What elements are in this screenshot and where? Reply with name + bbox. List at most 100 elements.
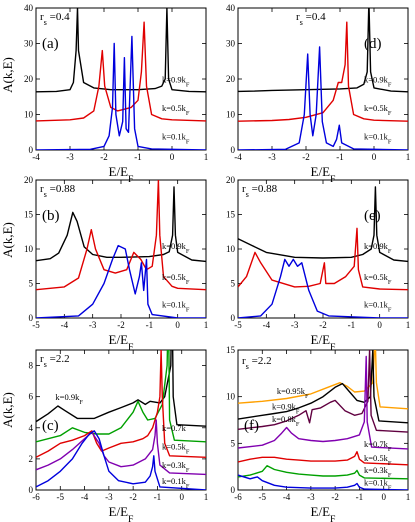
series-label: k=0.1kF bbox=[162, 300, 190, 314]
series-label: k=0.9kF bbox=[55, 392, 83, 406]
series-label: k=0.5kF bbox=[364, 272, 392, 286]
series-label: k=0.7kF bbox=[364, 439, 392, 453]
x-axis-label: E/EF bbox=[109, 164, 135, 185]
x-tick-label: -3 bbox=[291, 320, 299, 330]
panel-b: -5 -4 -3 -2 -1 0 105101520k=0.9kFk=0.5kFk=0.1k… bbox=[24, 175, 208, 353]
x-tick-label: 0 bbox=[170, 152, 175, 162]
y-tick-label: 40 bbox=[24, 3, 34, 13]
x-tick-label: -5 bbox=[259, 492, 267, 502]
series-line-k0.5kf bbox=[238, 227, 408, 291]
y-tick-label: 0 bbox=[29, 485, 34, 495]
panels: -4 -3 -2 -1 0 1010203040k=0.9kFk=0.5kFk=0.1kF… bbox=[24, 3, 411, 522]
series-line-k0.9kf bbox=[238, 186, 408, 263]
x-tick-label: -1 bbox=[336, 152, 344, 162]
x-tick-label: -4 bbox=[234, 152, 242, 162]
x-tick-label: 0 bbox=[175, 320, 180, 330]
y-tick-label: 20 bbox=[226, 74, 236, 84]
series-group bbox=[36, 180, 206, 318]
y-tick-label: 8 bbox=[29, 361, 34, 371]
x-tick-label: -4 bbox=[61, 320, 69, 330]
y-tick-label: 30 bbox=[226, 39, 236, 49]
y-tick-label: 0 bbox=[29, 313, 34, 323]
panel-e: -5 -4 -3 -2 -1 0 105101520k=0.9kFk=0.5kFk=0.1k… bbox=[226, 175, 410, 353]
x-axis-label: E/EF bbox=[109, 504, 135, 522]
series-line-k0.1kf bbox=[36, 35, 206, 150]
series-line-k0.7kf bbox=[36, 350, 206, 443]
panel-letter: (b) bbox=[42, 208, 60, 224]
x-tick-label: -4 bbox=[283, 492, 291, 502]
series-line-k0.9kf bbox=[36, 8, 206, 93]
series-label: k=0.5kF bbox=[162, 442, 190, 456]
series-label: k=0.5kF bbox=[364, 103, 392, 117]
series-line-k0.9kf bbox=[238, 350, 408, 424]
panel-letter: (c) bbox=[42, 418, 59, 434]
x-tick-label: -3 bbox=[268, 152, 276, 162]
x-tick-label: -3 bbox=[307, 492, 315, 502]
y-tick-label: 20 bbox=[226, 175, 236, 185]
series-line-k0.5kf bbox=[238, 21, 408, 122]
y-tick-label: 20 bbox=[24, 74, 34, 84]
series-group bbox=[238, 186, 408, 318]
series-line-k0.9kf bbox=[36, 186, 206, 263]
series-label: k=0.1kF bbox=[162, 131, 190, 145]
series-label: k=0.9kF bbox=[364, 241, 392, 255]
x-tick-label: -2 bbox=[117, 320, 125, 330]
plot-frame bbox=[35, 349, 207, 491]
plot-frame bbox=[237, 349, 409, 491]
series-line-k0.5kf bbox=[36, 350, 206, 458]
y-axis-label-bottom: A(k,E) bbox=[0, 392, 15, 428]
series-label: k=0.9kF bbox=[162, 75, 190, 89]
series-line-k0.8kf bbox=[238, 350, 408, 433]
y-tick-label: 0 bbox=[231, 145, 236, 155]
series-label: k=0.1kF bbox=[162, 476, 190, 490]
rs-label: rs =0.4 bbox=[296, 11, 326, 27]
y-tick-label: 15 bbox=[226, 345, 236, 355]
x-tick-label: 0 bbox=[381, 492, 386, 502]
y-tick-label: 20 bbox=[24, 175, 34, 185]
x-tick-label: -2 bbox=[129, 492, 137, 502]
series-group bbox=[36, 350, 206, 490]
panel-letter: (e) bbox=[364, 208, 381, 224]
series-label: k=0.1kF bbox=[364, 131, 392, 145]
rs-label: rs =2.2 bbox=[242, 355, 272, 371]
series-label: k=0.3kF bbox=[162, 460, 190, 474]
x-tick-label: -1 bbox=[348, 320, 356, 330]
y-tick-label: 40 bbox=[226, 3, 236, 13]
x-tick-label: -2 bbox=[100, 152, 108, 162]
x-tick-label: -4 bbox=[81, 492, 89, 502]
series-line-k0.95kf bbox=[238, 350, 408, 410]
series-line-k0.5kf bbox=[36, 180, 206, 291]
y-tick-label: 15 bbox=[24, 210, 34, 220]
series-group bbox=[36, 8, 206, 150]
y-tick-label: 10 bbox=[226, 244, 236, 254]
series-line-k0.1kf bbox=[238, 258, 408, 318]
series-label: k=0.5kF bbox=[364, 453, 392, 467]
y-tick-label: 6 bbox=[29, 392, 34, 402]
x-tick-label: -3 bbox=[89, 320, 97, 330]
panel-c: -6 -5 -4 -3 -2 -1 0 1 0 2 4 6 8 k=0.9kF k=0.7k k=0.5kF k… bbox=[29, 349, 208, 522]
series-label: k=0.8kF bbox=[272, 414, 300, 428]
x-tick-label: 1 bbox=[406, 320, 411, 330]
series-line-k0.7kf bbox=[238, 355, 408, 450]
series-group bbox=[238, 350, 408, 490]
panel-letter: (a) bbox=[42, 36, 59, 52]
x-tick-label: -2 bbox=[319, 320, 327, 330]
y-tick-label: 10 bbox=[226, 110, 236, 120]
x-tick-label: -1 bbox=[154, 492, 162, 502]
x-tick-label: -2 bbox=[331, 492, 339, 502]
x-tick-label: -3 bbox=[66, 152, 74, 162]
series-label: k=0.95kF bbox=[277, 386, 309, 400]
series-line-k0.1kf bbox=[36, 244, 206, 318]
panel-letter: (f) bbox=[244, 418, 259, 434]
y-tick-label: 10 bbox=[24, 110, 34, 120]
series-line-k0.9kf bbox=[36, 350, 206, 427]
x-tick-label: -1 bbox=[134, 152, 142, 162]
y-tick-label: 5 bbox=[29, 279, 34, 289]
y-axis-label-top: A(k,E) bbox=[0, 57, 15, 93]
x-tick-label: -2 bbox=[302, 152, 310, 162]
series-label: k=0.5kF bbox=[162, 103, 190, 117]
x-axis-label: E/EF bbox=[311, 164, 337, 185]
panel-a: -4 -3 -2 -1 0 1010203040k=0.9kFk=0.5kFk=0.1kF… bbox=[24, 3, 208, 185]
series-label: k=0.1kF bbox=[364, 477, 392, 491]
x-tick-label: 1 bbox=[406, 492, 411, 502]
